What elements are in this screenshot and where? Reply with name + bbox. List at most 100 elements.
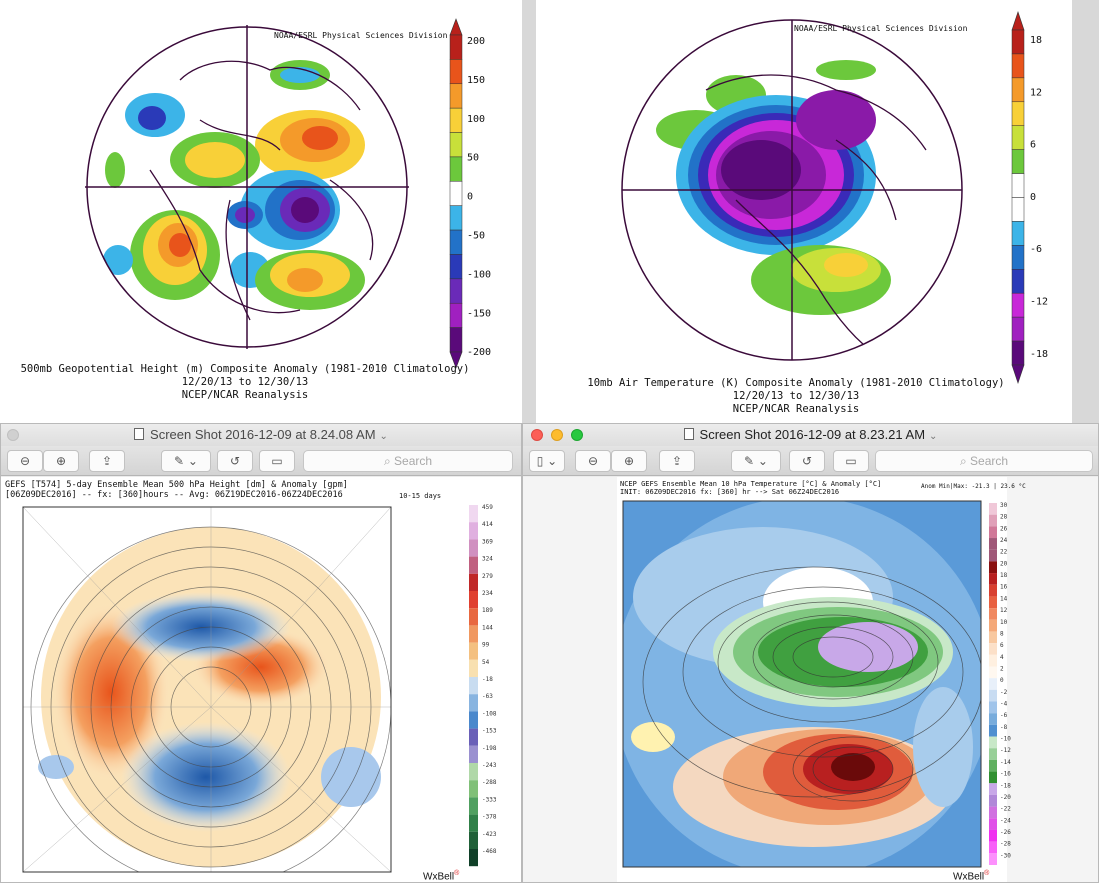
colorbar-swatch [469, 642, 478, 660]
toolbox-button[interactable]: ▭ [259, 450, 295, 472]
colorbar-swatch [449, 254, 463, 280]
colorbar-label: 28 [1000, 514, 1008, 521]
colorbar-swatch [1011, 245, 1025, 270]
colorbar-label: 50 [467, 153, 479, 164]
colorbar-label: -18 [482, 676, 493, 683]
colorbar-swatch [989, 736, 997, 749]
colorbar-swatch [1011, 340, 1025, 366]
toolbar: ⊖ ⊕ ⇪ ✎ ⌄ ↺ ▭ ⌕ Search [1, 446, 521, 476]
zoom-button[interactable] [571, 429, 583, 441]
minimize-button[interactable] [551, 429, 563, 441]
colorbar-swatch [989, 748, 997, 760]
sidebar-toggle-button[interactable]: ▯ ⌄ [529, 450, 565, 472]
colorbar-label: -22 [1000, 806, 1011, 813]
close-button[interactable] [531, 429, 543, 441]
close-button[interactable] [7, 429, 19, 441]
colorbar-swatch [1011, 269, 1025, 294]
colorbar-label: 24 [1000, 537, 1008, 544]
markup-button[interactable]: ✎ ⌄ [161, 450, 211, 472]
colorbar-label: 4 [1000, 654, 1004, 661]
colorbar-swatch [989, 689, 997, 702]
zoom-in-button[interactable]: ⊕ [611, 450, 647, 472]
colorbar-swatch [469, 573, 478, 591]
map-source: NCEP/NCAR Reanalysis [181, 389, 309, 401]
title-bar[interactable]: Screen Shot 2016-12-09 at 8.24.08 AM ⌄ [1, 424, 521, 446]
search-input[interactable]: ⌕ Search [875, 450, 1093, 472]
rotate-button[interactable]: ↺ [789, 450, 825, 472]
search-icon: ⌕ [959, 454, 967, 468]
search-input[interactable]: ⌕ Search [303, 450, 513, 472]
header-line2: [06Z09DEC2016] -- fx: [360]hours -- Avg:… [5, 490, 343, 500]
colorbar-swatch [449, 205, 463, 231]
colorbar-swatch [1011, 149, 1025, 174]
colorbar-label: -200 [467, 347, 491, 358]
colorbar-swatch [469, 608, 478, 626]
colorbar-swatch [989, 654, 997, 667]
document-icon [683, 428, 694, 440]
colorbar-swatch [989, 538, 997, 550]
title-bar[interactable]: Screen Shot 2016-12-09 at 8.23.21 AM ⌄ [523, 424, 1098, 446]
colorbar-swatch [469, 849, 478, 867]
colorbar-500mb: 200 150 100 50 0 -50 -100 -150 -200 [449, 18, 491, 369]
colorbar-label: 324 [482, 556, 493, 563]
colorbar-arrow-bottom [1011, 364, 1025, 384]
colorbar-swatch [989, 584, 997, 597]
panel-500mb-anomaly: 200 150 100 50 0 -50 -100 -150 -200 NOAA/ESRL Ph… [0, 0, 522, 423]
colorbar-label: 200 [467, 36, 485, 47]
colorbar-swatch [989, 608, 997, 620]
chevron-down-icon[interactable]: ⌄ [929, 431, 938, 442]
rotate-button[interactable]: ↺ [217, 450, 253, 472]
colorbar-swatch [469, 556, 478, 574]
colorbar-label: 0 [1030, 192, 1036, 203]
colorbar-label: 0 [1000, 677, 1004, 684]
colorbar-label: 10 [1000, 619, 1008, 626]
zoom-in-button[interactable]: ⊕ [43, 450, 79, 472]
colorbar-arrow-top [1011, 11, 1025, 31]
colorbar-swatch [469, 831, 478, 849]
colorbar-swatch [469, 539, 478, 557]
colorbar-label: 234 [482, 590, 493, 597]
colorbar-swatch [989, 678, 997, 690]
colorbar-label: 22 [1000, 549, 1008, 556]
colorbar-swatch [989, 818, 997, 830]
share-button[interactable]: ⇪ [659, 450, 695, 472]
preview-window-left: Screen Shot 2016-12-09 at 8.24.08 AM ⌄ ⊖ … [0, 423, 522, 883]
colorbar-label: -6 [1000, 712, 1008, 719]
colorbar-label: -288 [482, 779, 497, 786]
colorbar-swatch [469, 694, 478, 712]
colorbar-swatch [449, 132, 463, 158]
colorbar-label: 12 [1030, 87, 1042, 98]
colorbar-swatch [1011, 29, 1025, 55]
colorbar-swatch [989, 573, 997, 585]
colorbar-swatch [449, 83, 463, 109]
toolbar: ▯ ⌄ ⊖ ⊕ ⇪ ✎ ⌄ ↺ ▭ ⌕ Search [523, 446, 1098, 476]
colorbar-label: -8 [1000, 724, 1008, 731]
colorbar-label: -24 [1000, 817, 1011, 824]
colorbar-label: -153 [482, 728, 497, 735]
zoom-out-button[interactable]: ⊖ [575, 450, 611, 472]
colorbar-label: 12 [1000, 607, 1008, 614]
colorbar-label: 189 [482, 607, 493, 614]
toolbox-button[interactable]: ▭ [833, 450, 869, 472]
brand-logo: WxBell® [953, 870, 990, 883]
colorbar-label: 8 [1000, 630, 1004, 637]
colorbar-label: -28 [1000, 841, 1011, 848]
colorbar-label: 20 [1000, 560, 1008, 567]
colorbar-label: -150 [467, 308, 491, 319]
chevron-down-icon[interactable]: ⌄ [379, 431, 388, 442]
colorbar-swatch [449, 181, 463, 206]
zoom-out-button[interactable]: ⊖ [7, 450, 43, 472]
colorbar-label: -16 [1000, 771, 1011, 778]
colorbar-label: 369 [482, 538, 493, 545]
markup-button[interactable]: ✎ ⌄ [731, 450, 781, 472]
preview-window-right: Screen Shot 2016-12-09 at 8.23.21 AM ⌄ ▯ … [522, 423, 1099, 883]
image-content: GEFS [T574] 5-day Ensemble Mean 500 hPa … [1, 477, 521, 882]
colorbar-label: 150 [467, 75, 485, 86]
share-button[interactable]: ⇪ [89, 450, 125, 472]
colorbar-swatch [989, 724, 997, 737]
colorbar-swatch [989, 514, 997, 527]
header-range: Anom Min|Max: -21.3 | 23.6 °C [921, 483, 1026, 490]
colorbar-swatch [989, 503, 997, 515]
header-line1: NCEP GEFS Ensemble Mean 10 hPa Temperatu… [620, 480, 882, 488]
colorbar-swatch [469, 814, 478, 832]
